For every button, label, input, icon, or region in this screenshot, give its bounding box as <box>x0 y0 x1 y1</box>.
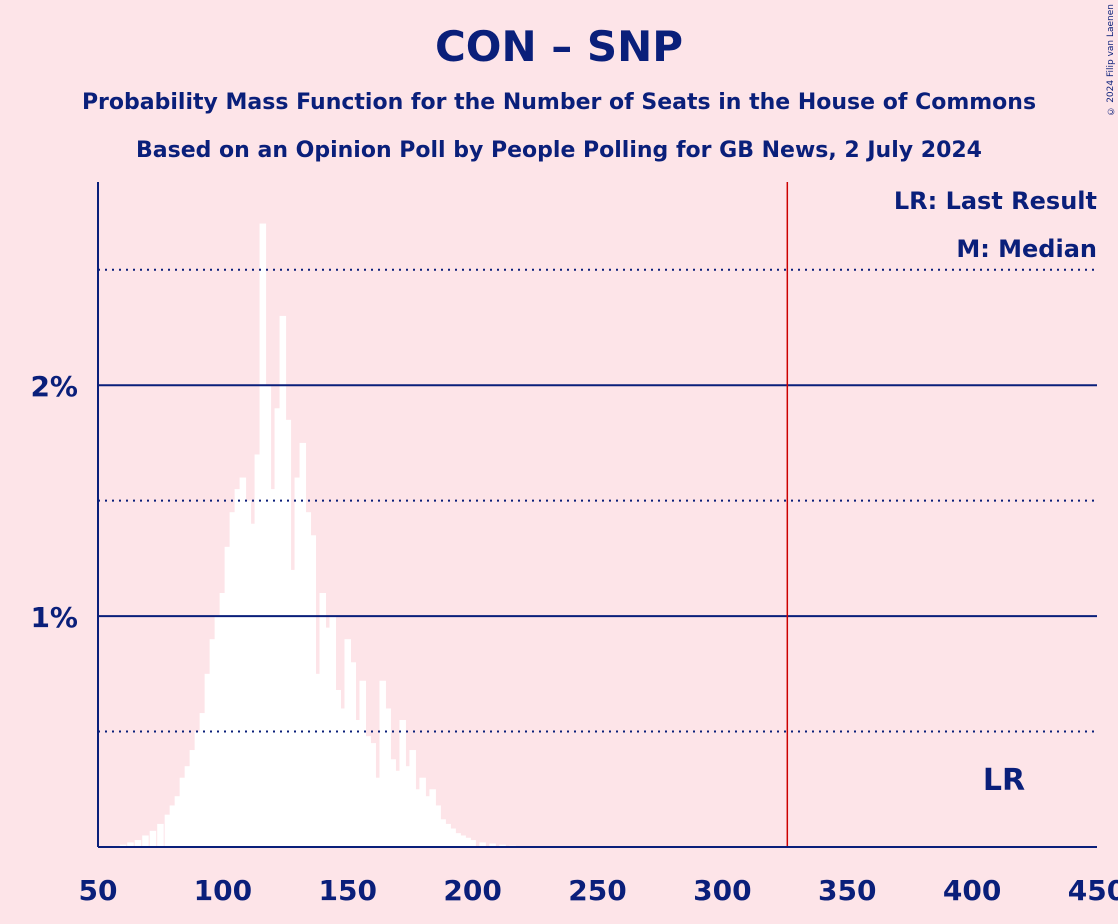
bar <box>204 673 212 847</box>
bar <box>404 766 411 847</box>
bar <box>249 523 257 847</box>
x-tick-label: 300 <box>693 874 751 907</box>
bar <box>119 844 127 847</box>
chart-subtitle: Probability Mass Function for the Number… <box>81 90 1037 115</box>
bar <box>304 512 312 847</box>
bar <box>359 680 366 847</box>
bar <box>294 477 302 847</box>
bar <box>434 805 441 847</box>
bar <box>354 720 361 847</box>
gridlines <box>98 268 1097 733</box>
bar <box>319 593 327 847</box>
bar <box>469 840 476 847</box>
bar <box>199 713 207 847</box>
bar <box>142 835 149 847</box>
bar <box>149 830 157 847</box>
bar <box>409 750 416 847</box>
bar <box>414 789 421 847</box>
bar <box>314 673 322 847</box>
chart-source: Based on an Opinion Poll by People Polli… <box>136 138 982 163</box>
x-tick-label: 400 <box>943 874 1001 907</box>
bar <box>127 842 134 847</box>
bar <box>229 512 237 847</box>
x-tick-label: 450 <box>1068 874 1118 907</box>
bar <box>439 819 446 847</box>
bar <box>464 837 471 847</box>
x-tick-label: 150 <box>319 874 377 907</box>
bar <box>274 408 282 847</box>
bar <box>254 454 262 847</box>
bar <box>219 593 227 847</box>
bar <box>309 535 317 847</box>
bar <box>164 814 172 847</box>
bar <box>399 720 406 847</box>
bar <box>259 223 267 847</box>
bar <box>169 805 177 847</box>
bar <box>339 708 347 847</box>
bar <box>374 777 381 847</box>
bar <box>157 823 164 847</box>
bar <box>184 766 192 847</box>
bar <box>134 840 142 847</box>
x-tick-label: 250 <box>568 874 626 907</box>
bar <box>234 489 242 847</box>
bar <box>344 639 351 847</box>
bar <box>499 844 506 847</box>
last-result-label: LR <box>983 763 1025 798</box>
bar <box>329 616 337 847</box>
bar <box>299 442 307 847</box>
x-tick-label: 50 <box>79 874 118 907</box>
y-tick-label: 2% <box>30 370 78 403</box>
x-tick-label: 100 <box>194 874 252 907</box>
bar <box>334 689 342 847</box>
bars-group <box>112 223 539 848</box>
x-tick-labels: 50 100 150 200 250 300 350 400 450 <box>79 874 1118 907</box>
bar <box>269 489 277 847</box>
bar <box>444 823 451 847</box>
x-tick-label: 200 <box>443 874 501 907</box>
bar <box>489 843 496 847</box>
bar <box>479 842 486 847</box>
bar <box>369 743 376 847</box>
bar <box>194 731 202 847</box>
bar <box>224 546 232 847</box>
bar <box>384 708 391 847</box>
bar <box>284 419 292 847</box>
bar <box>459 835 466 847</box>
y-tick-labels: 1% 2% <box>30 370 78 634</box>
bar <box>349 662 356 847</box>
bar <box>244 500 252 847</box>
chart-title: CON – SNP <box>434 22 684 71</box>
bar <box>179 777 187 847</box>
bar <box>209 639 217 847</box>
bar <box>279 315 287 848</box>
bar <box>324 627 332 847</box>
legend-last-result: LR: Last Result <box>894 187 1097 215</box>
bar <box>189 750 197 847</box>
bar <box>379 680 386 847</box>
bar <box>419 777 426 847</box>
bar <box>289 569 297 847</box>
bar <box>449 828 456 847</box>
bar <box>239 477 247 847</box>
legend-median: M: Median <box>956 235 1097 263</box>
bar <box>364 736 371 847</box>
y-tick-label: 1% <box>30 601 78 634</box>
bar <box>394 770 401 847</box>
bar <box>174 796 182 847</box>
bar <box>424 796 431 847</box>
bar <box>389 759 396 847</box>
bar <box>454 833 461 847</box>
x-tick-label: 350 <box>818 874 876 907</box>
bar <box>429 789 436 847</box>
